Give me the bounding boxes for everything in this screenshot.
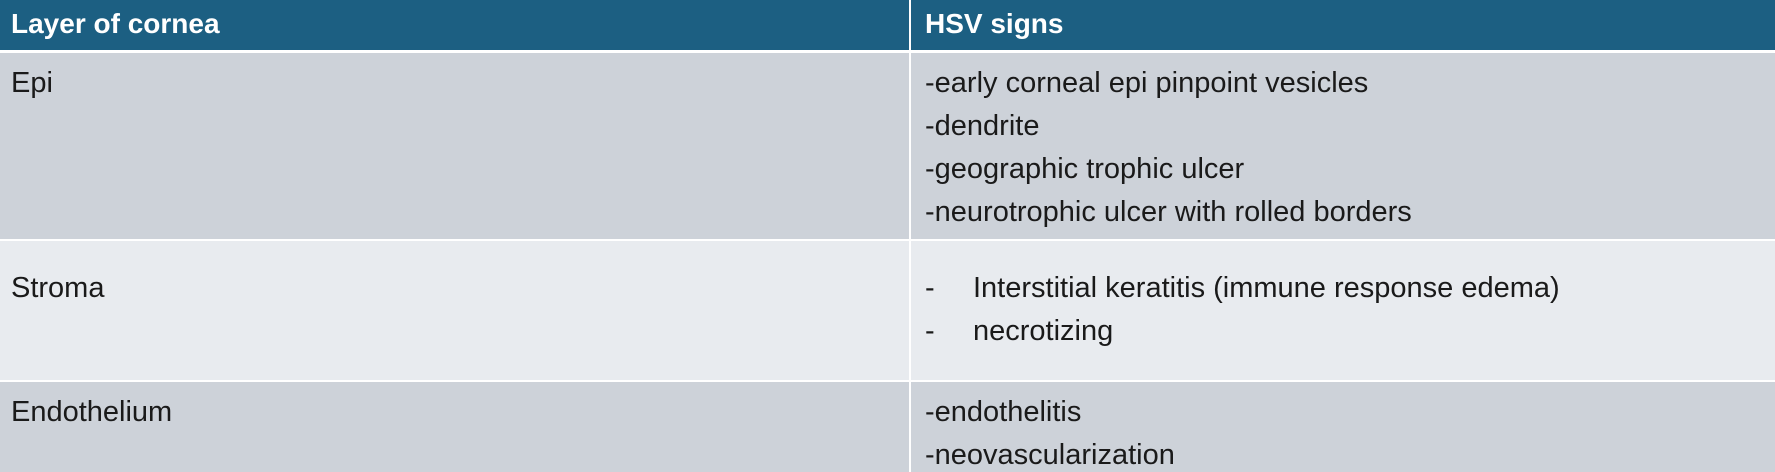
sign-item: -neurotrophic ulcer with rolled borders [925, 196, 1412, 228]
sign-item: necrotizing [973, 315, 1114, 347]
layer-cell-epi: Epi [0, 53, 909, 239]
table-row: Stroma - Interstitial keratitis (immune … [0, 241, 1775, 380]
list-item: - Interstitial keratitis (immune respons… [925, 267, 1775, 310]
sign-item: -dendrite [925, 110, 1040, 142]
signs-cell-stroma: - Interstitial keratitis (immune respons… [911, 241, 1775, 380]
dash-bullet: - [925, 272, 935, 304]
sign-list: - Interstitial keratitis (immune respons… [925, 267, 1775, 353]
header-layer-of-cornea: Layer of cornea [0, 0, 909, 50]
list-item: - necrotizing [925, 310, 1775, 353]
layer-cell-endothelium: Endothelium [0, 382, 909, 472]
sign-item: -endothelitis [925, 396, 1082, 428]
signs-cell-endothelium: -endothelitis -neovascularization [911, 382, 1775, 472]
signs-cell-epi: -early corneal epi pinpoint vesicles -de… [911, 53, 1775, 239]
dash-bullet: - [925, 315, 935, 347]
table-header-row: Layer of cornea HSV signs [0, 0, 1775, 50]
layer-cell-stroma: Stroma [0, 241, 909, 380]
sign-item: -neovascularization [925, 439, 1175, 471]
sign-item: Interstitial keratitis (immune response … [973, 272, 1560, 304]
table-row: Epi -early corneal epi pinpoint vesicles… [0, 53, 1775, 239]
header-hsv-signs: HSV signs [911, 0, 1775, 50]
sign-item: -early corneal epi pinpoint vesicles [925, 67, 1369, 99]
sign-item: -geographic trophic ulcer [925, 153, 1245, 185]
table-row: Endothelium -endothelitis -neovasculariz… [0, 382, 1775, 472]
